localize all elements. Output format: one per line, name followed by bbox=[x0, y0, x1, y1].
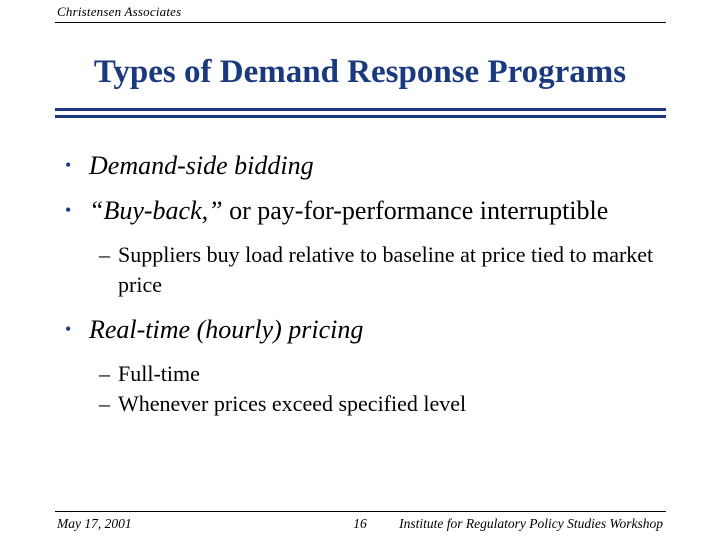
bullet-dot-icon: • bbox=[65, 155, 72, 175]
bullet-text: Demand-side bidding bbox=[89, 148, 314, 183]
header-rule bbox=[55, 22, 666, 23]
bullet-dot-icon: • bbox=[65, 200, 72, 220]
dash-icon: – bbox=[99, 391, 110, 416]
bullet-list: • Demand-side bidding • “Buy-back,” or pay-… bbox=[65, 148, 655, 419]
bullet-text-segment: Real-time (hourly) pricing bbox=[89, 315, 364, 344]
bullet-text: Real-time (hourly) pricing bbox=[89, 312, 363, 347]
bullet-text-segment: Whenever prices exceed specified level bbox=[118, 391, 467, 416]
footer-rule bbox=[55, 511, 666, 512]
bullet-item: • Real-time (hourly) pricing bbox=[65, 312, 655, 347]
bullet-text: Suppliers buy load relative to baseline … bbox=[118, 240, 655, 300]
dash-icon: – bbox=[99, 242, 110, 267]
title-double-rule bbox=[55, 108, 666, 118]
bullet-item: • “Buy-back,” or pay-for-performance inte… bbox=[65, 193, 655, 228]
bullet-text: Whenever prices exceed specified level bbox=[118, 389, 466, 419]
bullet-dot-icon: • bbox=[65, 319, 72, 339]
slide-body: • Demand-side bidding • “Buy-back,” or pay-… bbox=[65, 148, 655, 419]
sub-bullet-item: – Suppliers buy load relative to baseline… bbox=[99, 240, 655, 300]
bullet-text-segment: Full-time bbox=[118, 361, 200, 386]
bullet-text: “Buy-back,” or pay-for-performance inter… bbox=[89, 193, 608, 228]
footer-page-number: 16 bbox=[353, 516, 367, 531]
bullet-item: • Demand-side bidding bbox=[65, 148, 655, 183]
bullet-text-segment: or pay-for-performance interruptible bbox=[222, 196, 609, 225]
sub-bullet-item: – Full-time bbox=[99, 359, 655, 389]
footer-date: May 17, 2001 bbox=[57, 516, 132, 531]
bullet-text-segment: Suppliers buy load relative to baseline … bbox=[118, 242, 654, 297]
sub-bullet-item: – Whenever prices exceed specified level bbox=[99, 389, 655, 419]
page-title: Types of Demand Response Programs bbox=[93, 54, 627, 90]
bullet-text-segment: Demand-side bidding bbox=[89, 151, 314, 180]
footer-event: Institute for Regulatory Policy Studies … bbox=[399, 516, 663, 531]
dash-icon: – bbox=[99, 361, 110, 386]
bullet-text-segment: “Buy-back,” bbox=[89, 196, 223, 225]
company-name: Christensen Associates bbox=[57, 4, 182, 19]
bullet-text: Full-time bbox=[118, 359, 200, 389]
